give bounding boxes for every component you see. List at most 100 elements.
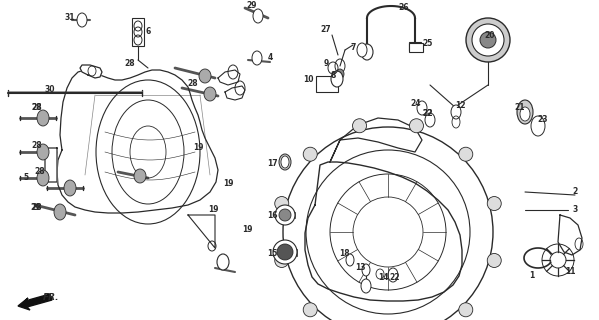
Polygon shape [305,162,462,301]
Polygon shape [18,294,52,310]
Ellipse shape [275,205,295,225]
Text: 20: 20 [485,30,495,39]
Ellipse shape [303,303,317,317]
Ellipse shape [54,204,66,220]
Polygon shape [188,215,215,248]
Ellipse shape [303,147,317,161]
Text: 11: 11 [565,268,575,276]
Ellipse shape [376,269,384,279]
Text: 10: 10 [302,76,313,84]
Text: 16: 16 [267,212,277,220]
Ellipse shape [252,51,262,65]
Ellipse shape [279,154,291,170]
Ellipse shape [417,101,427,115]
Ellipse shape [37,170,49,186]
Text: 28: 28 [32,140,43,149]
Text: 9: 9 [323,59,329,68]
Text: 27: 27 [320,26,331,35]
Ellipse shape [37,110,49,126]
Ellipse shape [134,169,146,183]
Text: 26: 26 [399,4,409,12]
Ellipse shape [331,71,343,87]
Ellipse shape [361,279,371,293]
Ellipse shape [459,147,473,161]
Ellipse shape [64,180,76,196]
Text: 22: 22 [423,109,433,118]
Text: 28: 28 [32,204,43,212]
Text: 24: 24 [411,100,421,108]
Text: 19: 19 [193,142,203,151]
Ellipse shape [472,24,504,56]
Ellipse shape [279,209,291,221]
Polygon shape [80,65,102,78]
Text: 3: 3 [573,205,577,214]
Text: 28: 28 [125,59,135,68]
Ellipse shape [281,156,289,168]
Ellipse shape [275,253,289,268]
Ellipse shape [357,43,367,57]
Ellipse shape [487,253,501,268]
Ellipse shape [275,196,289,211]
Text: 31: 31 [65,12,75,21]
Text: 30: 30 [45,85,55,94]
Ellipse shape [37,144,49,160]
Text: 19: 19 [208,205,218,214]
Text: 22: 22 [390,274,400,283]
Text: 14: 14 [378,274,388,283]
Text: 28: 28 [32,103,43,113]
Polygon shape [218,70,240,85]
Text: 29: 29 [31,204,41,212]
Text: 2: 2 [573,188,577,196]
Text: 28: 28 [35,167,46,177]
Ellipse shape [362,264,370,276]
Text: 17: 17 [267,158,277,167]
Polygon shape [225,86,245,100]
Ellipse shape [487,196,501,211]
Text: 13: 13 [355,263,365,273]
Text: 15: 15 [267,250,277,259]
Polygon shape [558,215,582,255]
Bar [275,212,295,218]
Ellipse shape [410,119,423,133]
Ellipse shape [353,119,367,133]
Text: 21: 21 [515,102,525,111]
Bar [409,43,423,52]
Text: 18: 18 [338,250,349,259]
Text: 1: 1 [530,270,535,279]
Ellipse shape [480,32,496,48]
Text: 6: 6 [146,28,150,36]
Ellipse shape [361,44,373,60]
Ellipse shape [199,69,211,83]
Bar [132,18,144,46]
Text: 29: 29 [247,2,257,11]
Polygon shape [330,118,422,162]
Ellipse shape [336,69,344,79]
Ellipse shape [217,254,229,270]
Text: 5: 5 [23,173,29,182]
Text: 22: 22 [423,109,433,118]
Bar [273,249,297,255]
Ellipse shape [451,105,461,119]
Ellipse shape [253,9,263,23]
Text: 23: 23 [538,116,548,124]
Text: 7: 7 [350,43,356,52]
Ellipse shape [346,254,354,266]
Text: 28: 28 [32,103,43,113]
Text: 19: 19 [242,226,252,235]
Text: 4: 4 [267,53,273,62]
Text: 25: 25 [423,38,433,47]
Ellipse shape [520,107,530,121]
Ellipse shape [77,13,87,27]
Bar [316,76,338,92]
Ellipse shape [466,18,510,62]
Bar [409,42,421,50]
Text: 12: 12 [455,100,465,109]
Ellipse shape [459,303,473,317]
Polygon shape [45,148,57,182]
Text: 8: 8 [330,70,335,79]
Text: 28: 28 [187,78,198,87]
Ellipse shape [273,240,297,264]
Ellipse shape [517,100,533,124]
Ellipse shape [204,87,216,101]
Polygon shape [57,70,218,213]
